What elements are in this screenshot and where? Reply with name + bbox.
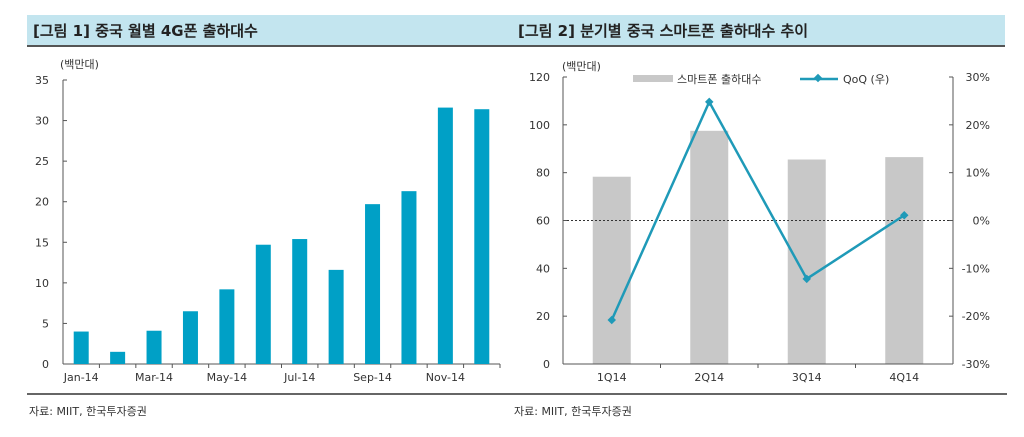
y-tick-label: 40 <box>536 262 550 275</box>
y-tick-label: 15 <box>35 236 49 249</box>
y2-tick-label: 0% <box>973 215 990 228</box>
x-tick-label: Nov-14 <box>426 371 465 384</box>
chart1-title: [그림 1] 중국 월별 4G폰 출하대수 <box>27 15 512 47</box>
y-tick-label: 80 <box>536 167 550 180</box>
bar-Mar-14 <box>146 330 162 364</box>
bar-4Q14 <box>885 157 924 364</box>
legend-line-marker <box>813 73 823 83</box>
qoq-point-1Q14 <box>607 315 616 325</box>
x-tick-label: Sep-14 <box>353 371 392 384</box>
x-tick-label: 4Q14 <box>889 371 919 384</box>
x-tick-label: Jan-14 <box>63 371 99 384</box>
chart2-legend: 스마트폰 출하대수 QoQ (우) <box>633 72 889 86</box>
qoq-line <box>610 99 905 321</box>
legend-bar-swatch <box>633 75 673 82</box>
y-tick-label: 30 <box>35 115 49 128</box>
bar-1Q14 <box>592 176 631 364</box>
y2-tick-label: 20% <box>966 119 990 132</box>
bar-2Q14 <box>690 130 729 364</box>
y-tick-label: 5 <box>42 317 49 330</box>
y-tick-label: 10 <box>35 277 49 290</box>
bar-Oct-14 <box>401 191 417 364</box>
bar-May-14 <box>219 289 235 364</box>
bar-Sep-14 <box>365 204 381 364</box>
bar-Jan-14 <box>73 331 89 364</box>
chart1-unit-label: (백만대) <box>60 58 99 71</box>
y-tick-label: 0 <box>543 358 550 371</box>
bar-Feb-14 <box>110 351 126 364</box>
legend-bar-label: 스마트폰 출하대수 <box>677 72 761 86</box>
x-tick-label: 1Q14 <box>597 371 627 384</box>
x-tick-label: May-14 <box>207 371 248 384</box>
chart1-source: 자료: MIIT, 한국투자증권 <box>27 393 514 419</box>
y-tick-label: 60 <box>536 215 550 228</box>
x-tick-label: 2Q14 <box>694 371 724 384</box>
bar-Aug-14 <box>328 269 344 364</box>
y2-tick-label: 30% <box>966 71 990 84</box>
y2-tick-label: -10% <box>962 262 990 275</box>
y-tick-label: 35 <box>35 74 49 87</box>
bar-Jul-14 <box>292 239 308 364</box>
bar-Apr-14 <box>182 311 198 364</box>
chart2-unit-label: (백만대) <box>562 60 601 73</box>
y-tick-label: 20 <box>35 196 49 209</box>
x-tick-label: 3Q14 <box>792 371 822 384</box>
chart2-source: 자료: MIIT, 한국투자증권 <box>512 393 1007 419</box>
y2-tick-label: 10% <box>966 167 990 180</box>
bar-Dec-14 <box>474 109 490 364</box>
qoq-point-3Q14 <box>802 274 811 284</box>
chart2-title: [그림 2] 분기별 중국 스마트폰 출하대수 추이 <box>512 15 1005 47</box>
y-tick-label: 100 <box>529 119 550 132</box>
y-tick-label: 25 <box>35 155 49 168</box>
x-tick-label: Jul-14 <box>283 371 315 384</box>
y2-tick-label: -30% <box>962 358 990 371</box>
y-tick-label: 120 <box>529 71 550 84</box>
y2-tick-label: -20% <box>962 310 990 323</box>
bar-3Q14 <box>787 159 826 364</box>
y-tick-label: 20 <box>536 310 550 323</box>
bar-Jun-14 <box>255 244 271 364</box>
bar-Nov-14 <box>437 107 453 365</box>
y-tick-label: 0 <box>42 358 49 371</box>
legend-line-label: QoQ (우) <box>843 73 889 86</box>
x-tick-label: Mar-14 <box>135 371 173 384</box>
